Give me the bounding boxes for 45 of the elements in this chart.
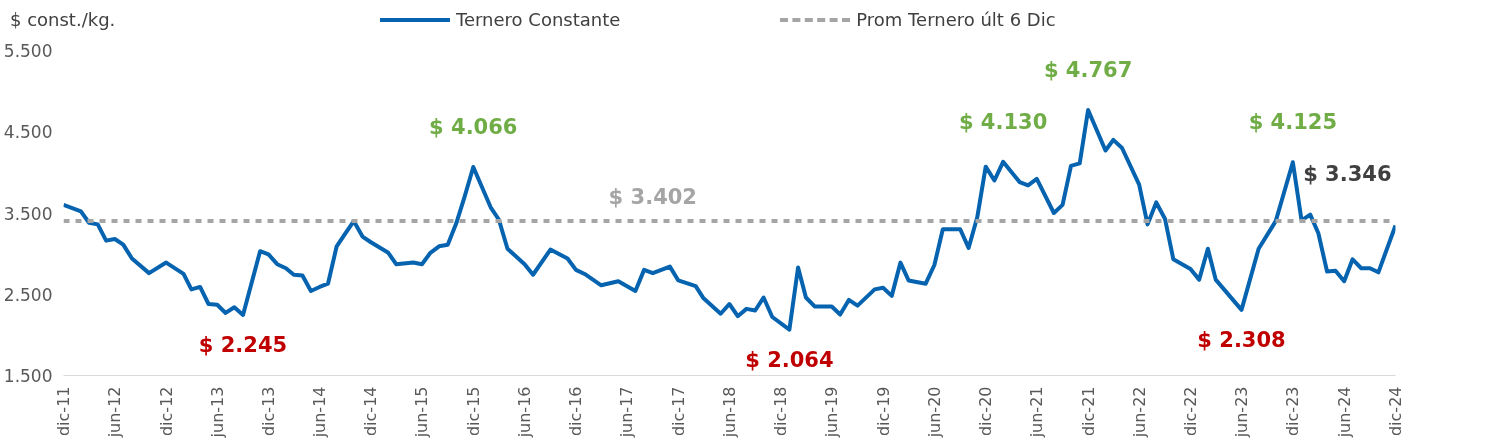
x-tick-label: jun-18: [719, 386, 739, 439]
x-tick-label: jun-14: [310, 386, 330, 439]
annotation: $ 3.346: [1303, 161, 1392, 186]
x-tick-label: jun-17: [617, 386, 637, 439]
x-tick-label: dic-19: [873, 386, 893, 437]
x-tick-label: dic-11: [54, 386, 73, 437]
annotation: $ 3.402: [608, 184, 697, 209]
legend-label: Ternero Constante: [456, 8, 621, 33]
x-tick-label: dic-21: [1078, 386, 1098, 437]
x-tick-label: jun-12: [105, 386, 125, 439]
y-tick-label: 4.500: [3, 122, 53, 143]
x-tick-label: dic-13: [259, 386, 279, 437]
y-tick-label: 1.500: [3, 366, 53, 386]
annotation: $ 4.767: [1043, 58, 1133, 83]
x-tick-label: dic-20: [976, 386, 996, 437]
x-tick-label: dic-14: [361, 386, 381, 437]
x-tick-label: jun-19: [822, 386, 842, 439]
legend-label: Prom Ternero últ 6 Dic: [856, 8, 1056, 33]
y-tick-label: 3.500: [3, 203, 53, 224]
annotation: $ 4.130: [958, 109, 1048, 134]
x-tick-label: jun-16: [515, 386, 535, 439]
x-tick-label: dic-23: [1283, 386, 1303, 437]
x-tick-label: dic-18: [771, 386, 791, 437]
annotation: $ 4.066: [429, 115, 518, 140]
y-axis-title: $ const./kg.: [9, 8, 117, 33]
x-tick-label: dic-22: [1180, 386, 1200, 437]
line-series: [63, 108, 1396, 332]
annotation: $ 2.064: [745, 347, 834, 372]
x-tick-label: dic-24: [1386, 386, 1405, 437]
x-tick-label: jun-20: [924, 386, 944, 439]
x-tick-label: dic-16: [566, 386, 586, 437]
x-tick-label: jun-23: [1232, 386, 1252, 439]
y-tick-label: 5.500: [3, 41, 53, 61]
x-tick-label: jun-22: [1129, 386, 1149, 439]
annotation: $ 2.308: [1197, 327, 1286, 352]
x-tick-label: dic-12: [156, 386, 176, 437]
y-tick-label: 2.500: [3, 284, 53, 305]
x-tick-label: jun-13: [207, 386, 227, 439]
x-tick-label: dic-17: [668, 386, 688, 437]
annotation: $ 2.245: [198, 332, 288, 357]
x-tick-label: jun-24: [1334, 386, 1354, 439]
annotation: $ 4.125: [1248, 110, 1338, 135]
x-tick-label: dic-15: [463, 386, 483, 437]
x-tick-label: jun-15: [412, 386, 432, 439]
x-tick-label: jun-21: [1027, 386, 1047, 439]
